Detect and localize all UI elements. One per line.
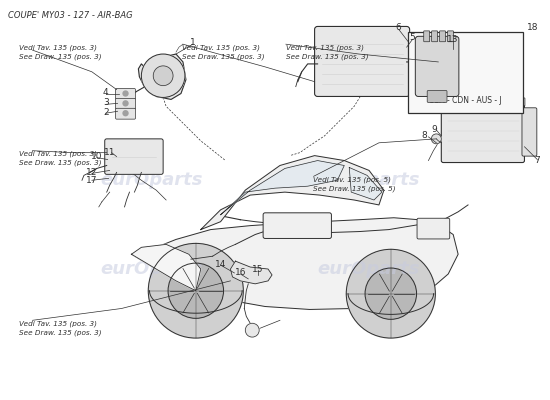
Polygon shape — [349, 168, 382, 200]
Circle shape — [346, 249, 436, 338]
Text: 16: 16 — [235, 268, 246, 278]
FancyBboxPatch shape — [417, 218, 450, 239]
FancyBboxPatch shape — [263, 213, 332, 238]
Text: Vedi Tav. 135 (pos. 3)
See Draw. 135 (pos. 3): Vedi Tav. 135 (pos. 3) See Draw. 135 (po… — [286, 44, 368, 60]
FancyBboxPatch shape — [472, 98, 485, 106]
Text: 12: 12 — [86, 168, 97, 177]
Text: 10: 10 — [91, 152, 102, 161]
Bar — [409, 32, 522, 113]
Text: 15: 15 — [252, 264, 264, 274]
FancyBboxPatch shape — [492, 98, 505, 106]
Circle shape — [123, 111, 128, 116]
Text: 9: 9 — [432, 124, 437, 134]
FancyBboxPatch shape — [427, 90, 447, 102]
Text: 18: 18 — [526, 23, 538, 32]
Text: Vedi Tav. 135 (pos. 5)
See Draw. 135 (pos. 5): Vedi Tav. 135 (pos. 5) See Draw. 135 (po… — [313, 176, 396, 192]
Text: COUPE' MY03 - 127 - AIR-BAG: COUPE' MY03 - 127 - AIR-BAG — [8, 11, 133, 20]
Circle shape — [123, 91, 128, 96]
Polygon shape — [230, 261, 272, 284]
Circle shape — [365, 268, 416, 319]
Circle shape — [148, 243, 243, 338]
Text: 11: 11 — [104, 148, 116, 157]
FancyBboxPatch shape — [441, 101, 525, 162]
FancyBboxPatch shape — [512, 98, 525, 106]
Text: 7: 7 — [535, 156, 540, 165]
Text: eurOparts: eurOparts — [100, 260, 202, 278]
Polygon shape — [201, 156, 384, 230]
Polygon shape — [131, 244, 201, 291]
FancyBboxPatch shape — [116, 98, 135, 109]
Text: Vedi Tav. 135 (pos. 3)
See Draw. 135 (pos. 3): Vedi Tav. 135 (pos. 3) See Draw. 135 (po… — [19, 44, 102, 60]
Text: 13: 13 — [448, 35, 459, 44]
Circle shape — [431, 134, 441, 144]
FancyBboxPatch shape — [439, 31, 446, 42]
FancyBboxPatch shape — [315, 26, 410, 96]
FancyBboxPatch shape — [104, 139, 163, 174]
FancyBboxPatch shape — [522, 108, 537, 156]
Circle shape — [168, 263, 223, 318]
FancyBboxPatch shape — [432, 31, 438, 42]
Circle shape — [153, 66, 173, 86]
Text: 1: 1 — [190, 38, 196, 47]
FancyBboxPatch shape — [415, 36, 459, 96]
FancyBboxPatch shape — [453, 98, 465, 106]
Text: 5: 5 — [410, 33, 415, 42]
Text: USA - CDN - AUS - J: USA - CDN - AUS - J — [429, 96, 502, 105]
Polygon shape — [131, 218, 458, 310]
Text: eurOparts: eurOparts — [318, 171, 420, 189]
Circle shape — [449, 58, 467, 76]
Text: Vedi Tav. 135 (pos. 3)
See Draw. 135 (pos. 3): Vedi Tav. 135 (pos. 3) See Draw. 135 (po… — [183, 44, 265, 60]
FancyBboxPatch shape — [116, 88, 135, 100]
Text: eurOparts: eurOparts — [318, 260, 420, 278]
Text: Vedi Tav. 135 (pos. 3)
See Draw. 135 (pos. 3): Vedi Tav. 135 (pos. 3) See Draw. 135 (po… — [19, 151, 102, 166]
Text: 2: 2 — [103, 108, 108, 117]
FancyBboxPatch shape — [448, 31, 453, 42]
Polygon shape — [139, 54, 186, 100]
Text: 4: 4 — [103, 88, 108, 97]
Circle shape — [123, 101, 128, 106]
Circle shape — [441, 49, 476, 85]
Text: 17: 17 — [86, 176, 97, 185]
Circle shape — [245, 323, 259, 337]
Text: eurOparts: eurOparts — [100, 171, 202, 189]
Text: 8: 8 — [422, 132, 427, 140]
FancyBboxPatch shape — [424, 31, 430, 42]
Text: 6: 6 — [396, 23, 402, 32]
Text: 14: 14 — [215, 260, 226, 268]
FancyBboxPatch shape — [116, 108, 135, 119]
Circle shape — [141, 54, 185, 98]
Polygon shape — [221, 160, 344, 215]
Text: 3: 3 — [103, 98, 108, 107]
Text: Vedi Tav. 135 (pos. 3)
See Draw. 135 (pos. 3): Vedi Tav. 135 (pos. 3) See Draw. 135 (po… — [19, 320, 102, 336]
